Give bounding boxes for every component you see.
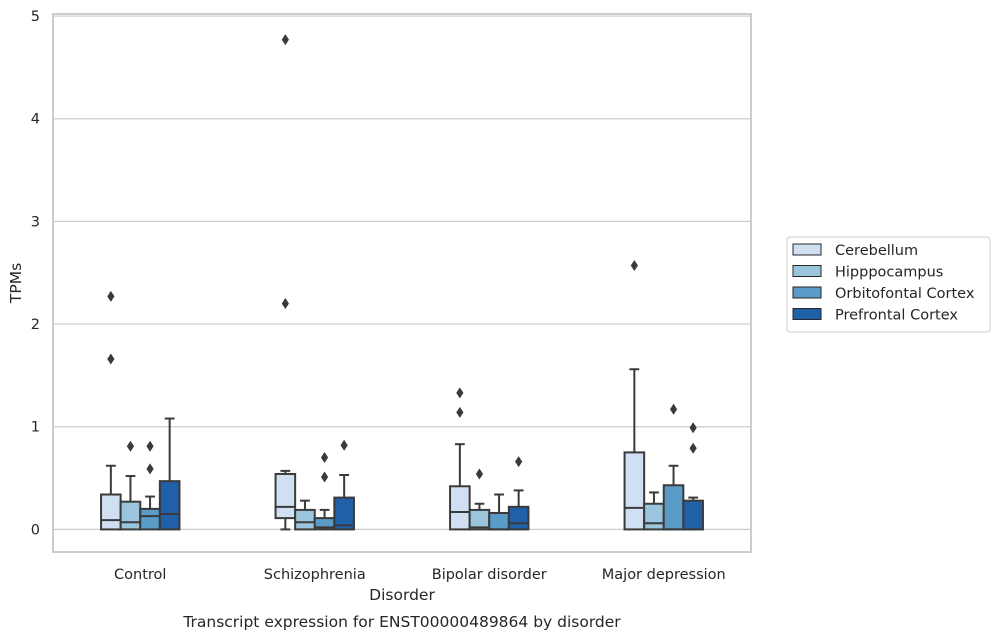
box [643, 502, 665, 531]
series-group [158, 417, 704, 531]
outlier-point [146, 440, 154, 452]
x-axis-label: Disorder [369, 586, 435, 604]
y-tick-label: 3 [31, 214, 40, 230]
box-group [313, 452, 336, 531]
legend-swatch [792, 265, 822, 277]
series-group [119, 440, 665, 531]
chart-caption: Transcript expression for ENST0000048986… [182, 613, 621, 631]
box-group [119, 440, 142, 531]
y-tick-label: 1 [31, 420, 40, 436]
legend-item: Hipppocampus [792, 265, 943, 281]
y-tick-labels: 0 1 2 3 4 5 [31, 9, 40, 538]
legend-label: Orbitofontal Cortex [835, 286, 975, 302]
outlier-point [107, 353, 115, 365]
gridlines [53, 15, 751, 531]
box-group [333, 439, 355, 531]
box [662, 484, 685, 531]
box-group [488, 493, 510, 531]
box [449, 485, 471, 531]
outlier-point [320, 471, 329, 483]
outlier-point [456, 406, 464, 418]
outlier-point [689, 442, 697, 454]
y-tick-label: 2 [31, 317, 40, 333]
legend: Cerebellum Hipppocampus Orbitofontal Corte… [786, 236, 991, 333]
series-group [100, 34, 646, 531]
box [507, 505, 530, 531]
outlier-point [146, 463, 154, 475]
box [623, 451, 646, 531]
outlier-point [281, 298, 289, 310]
box-group [274, 34, 297, 531]
legend-swatch [792, 286, 822, 299]
box-group [623, 260, 646, 531]
x-tick-label: Bipolar disorder [432, 567, 547, 583]
outlier-point [456, 387, 464, 399]
box [119, 500, 142, 531]
box [488, 511, 510, 531]
y-tick-label: 0 [31, 522, 40, 538]
box-group [507, 456, 530, 531]
box-group [139, 440, 161, 531]
box [139, 507, 161, 531]
x-tick-label: Schizophrenia [264, 567, 366, 583]
legend-label: Prefrontal Cortex [835, 308, 958, 324]
plot-frame [52, 13, 752, 553]
legend-item: Cerebellum [792, 243, 918, 259]
outlier-point [320, 452, 329, 464]
y-tick-label: 4 [31, 112, 40, 128]
box-group [449, 387, 471, 531]
outlier-point [515, 456, 523, 468]
outlier-point [126, 440, 135, 452]
legend-item: Prefrontal Cortex [792, 308, 958, 324]
outlier-point [475, 468, 484, 480]
legend-swatch [792, 308, 822, 320]
outlier-point [669, 403, 678, 415]
outlier-point [281, 34, 289, 46]
legend-swatch [792, 243, 822, 256]
series-group [139, 403, 685, 531]
x-tick-label: Major depression [602, 567, 726, 583]
box [333, 496, 355, 531]
box-group [158, 417, 181, 531]
outlier-point [340, 439, 348, 451]
box [158, 480, 181, 531]
legend-item: Orbitofontal Cortex [792, 286, 975, 302]
box [274, 472, 297, 520]
box [682, 499, 704, 531]
box-group [468, 468, 491, 531]
box [294, 508, 316, 531]
box-group [100, 290, 122, 531]
legend-frame [786, 236, 991, 333]
x-tick-labels: Control Schizophrenia Bipolar disorder Majo… [114, 567, 726, 583]
y-axis-label: TPMs [7, 263, 25, 304]
outlier-point [689, 422, 697, 434]
box-series [100, 34, 704, 531]
box-group [294, 499, 316, 531]
box-group [662, 403, 685, 531]
x-tick-label: Control [114, 567, 166, 583]
legend-label: Cerebellum [835, 243, 918, 259]
box-group [682, 422, 704, 531]
outlier-point [630, 260, 638, 272]
box-group [643, 491, 665, 531]
box [100, 493, 122, 531]
y-tick-label: 5 [31, 9, 40, 25]
outlier-point [107, 290, 115, 302]
legend-label: Hipppocampus [835, 265, 943, 281]
